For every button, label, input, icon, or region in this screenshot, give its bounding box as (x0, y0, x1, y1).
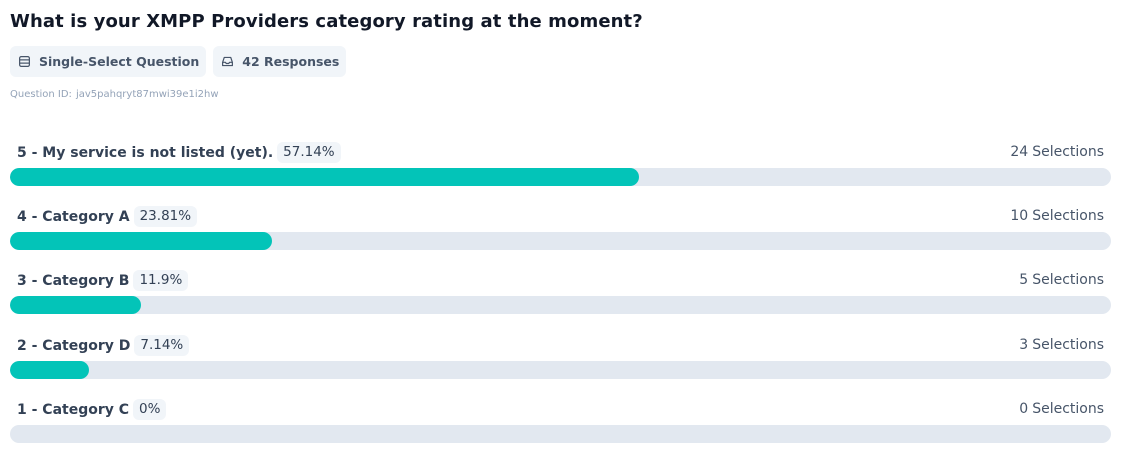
question-title: What is your XMPP Providers category rat… (10, 11, 643, 32)
option-count-value: 3 (1019, 337, 1029, 353)
question-id-label: Question ID: (10, 89, 72, 100)
option-bar-fill (10, 296, 142, 314)
option-label: 2 - Category D (17, 337, 131, 354)
question-badges: Single-Select Question 42 Responses (10, 46, 347, 77)
option-bar-track (10, 232, 1111, 250)
option-bar-track (10, 168, 1111, 186)
option-selection-count: 3 Selections (1019, 337, 1104, 353)
option-count-value: 24 (1010, 144, 1029, 160)
option-selection-count: 10 Selections (1010, 208, 1104, 224)
inbox-icon (221, 55, 234, 68)
option-bar-fill (10, 361, 89, 379)
option-row: 5 - My service is not listed (yet). 57.1… (10, 139, 1111, 195)
option-percent-badge: 0% (133, 399, 167, 420)
option-label: 3 - Category B (17, 272, 130, 289)
option-label: 1 - Category C (17, 401, 130, 418)
option-label: 5 - My service is not listed (yet). (17, 144, 274, 161)
option-count-suffix: Selections (1032, 208, 1104, 224)
option-bar-track (10, 296, 1111, 314)
option-count-value: 0 (1019, 401, 1029, 417)
option-row: 1 - Category C 0% 0 Selections (10, 396, 1111, 452)
responses-label: 42 Responses (242, 54, 340, 69)
question-id: Question ID: jav5pahqryt87mwi39e1i2hw (10, 89, 219, 100)
option-row: 4 - Category A 23.81% 10 Selections (10, 203, 1111, 259)
list-rows-icon (18, 55, 31, 68)
option-count-value: 10 (1010, 208, 1029, 224)
option-percent-badge: 11.9% (133, 270, 189, 291)
option-count-suffix: Selections (1032, 337, 1104, 353)
question-type-badge: Single-Select Question (10, 46, 207, 77)
option-percent-badge: 23.81% (133, 206, 198, 227)
option-count-suffix: Selections (1032, 144, 1104, 160)
option-row: 3 - Category B 11.9% 5 Selections (10, 267, 1111, 323)
option-count-value: 5 (1019, 272, 1029, 288)
option-bar-fill (10, 168, 640, 186)
option-percent-badge: 7.14% (134, 335, 190, 356)
option-selection-count: 0 Selections (1019, 401, 1104, 417)
question-type-label: Single-Select Question (39, 54, 200, 69)
responses-badge: 42 Responses (213, 46, 347, 77)
option-selection-count: 5 Selections (1019, 272, 1104, 288)
option-bar-track (10, 361, 1111, 379)
option-count-suffix: Selections (1032, 272, 1104, 288)
question-id-value: jav5pahqryt87mwi39e1i2hw (75, 89, 219, 100)
option-selection-count: 24 Selections (1010, 144, 1104, 160)
option-row: 2 - Category D 7.14% 3 Selections (10, 332, 1111, 388)
option-bar-track (10, 425, 1111, 443)
option-label: 4 - Category A (17, 208, 130, 225)
option-count-suffix: Selections (1032, 401, 1104, 417)
option-percent-badge: 57.14% (277, 142, 341, 163)
option-bar-fill (10, 232, 273, 250)
